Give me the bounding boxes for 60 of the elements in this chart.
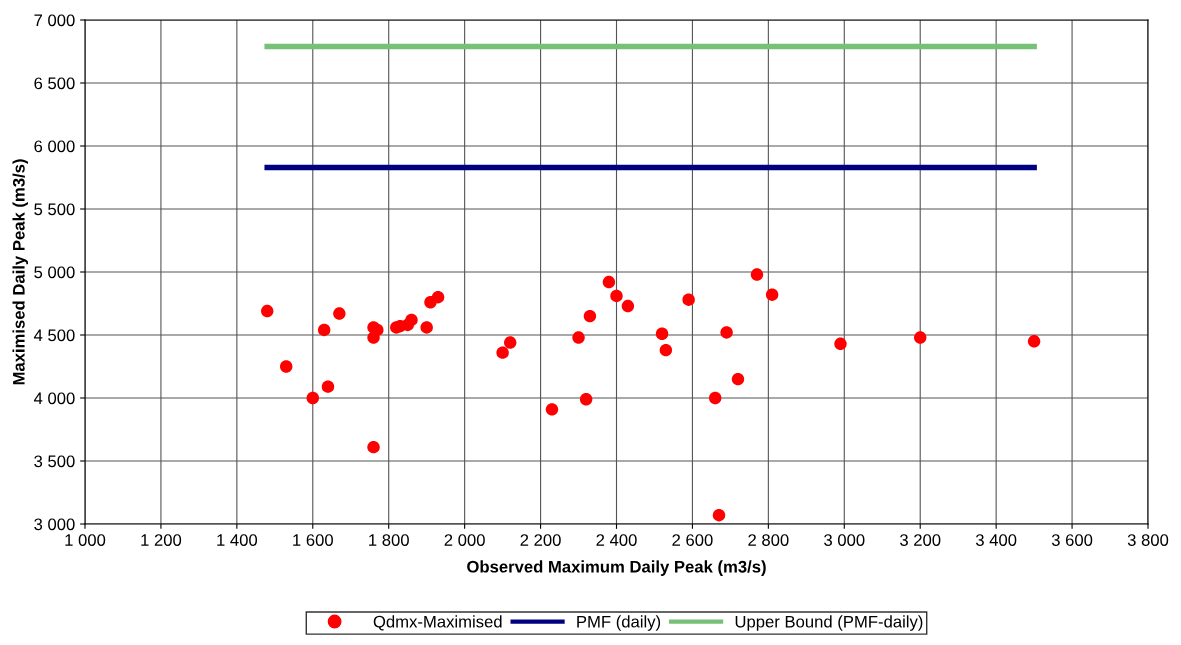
y-tick-label: 5 500 (34, 203, 75, 216)
x-axis-title: Observed Maximum Daily Peak (m3/s) (467, 560, 766, 576)
y-tick-label: 4 500 (33, 329, 75, 342)
point (712, 508, 726, 522)
point (731, 372, 745, 386)
x-tick-label: 1 400 (217, 534, 258, 546)
point (405, 313, 418, 327)
point (333, 307, 346, 320)
y-tick-label: 7 000 (34, 14, 75, 27)
point (579, 393, 593, 406)
point (655, 327, 669, 340)
point (280, 360, 293, 373)
point (602, 275, 616, 289)
point (720, 326, 733, 339)
x-tick-label: 3 400 (975, 534, 1017, 546)
legend-label: Upper Bound (PMF-daily) (735, 615, 923, 631)
x-tick-label: 2 000 (444, 534, 485, 546)
point (621, 299, 635, 313)
x-tick-label: 1 600 (293, 534, 333, 546)
x-tick-label: 3 600 (1051, 534, 1093, 546)
point (750, 268, 764, 281)
y-tick-label: 5 000 (34, 266, 75, 279)
x-tick-label: 1 800 (369, 534, 409, 546)
legend-label: Qdmx-Maximised (373, 615, 502, 631)
point (914, 331, 927, 344)
point (709, 391, 722, 405)
y-tick-label: 3 000 (34, 518, 75, 531)
y-tick-label: 4 000 (33, 392, 75, 405)
point (682, 293, 695, 306)
x-tick-label: 3 800 (1127, 534, 1169, 546)
point (321, 380, 335, 393)
x-tick-label: 3 000 (824, 534, 865, 546)
x-tick-label: 3 200 (900, 534, 941, 546)
x-tick-label: 2 400 (596, 534, 637, 546)
y-axis-title: Maximised Daily Peak (m3/s) (12, 159, 29, 385)
y-tick-label: 6 000 (34, 140, 75, 153)
point (610, 289, 623, 303)
point (420, 321, 433, 334)
point (367, 440, 380, 454)
x-tick-label: 2 600 (672, 534, 713, 546)
x-tick-label: 1 200 (141, 534, 182, 546)
point (496, 346, 509, 359)
y-tick-label: 6 500 (34, 77, 75, 90)
legend-label: PMF (daily) (577, 615, 661, 631)
point (834, 337, 847, 351)
y-tick-label: 3 500 (34, 455, 75, 468)
point (261, 304, 274, 318)
x-tick-label: 2 800 (748, 534, 789, 546)
point (545, 403, 559, 416)
x-tick-label: 2 200 (520, 534, 561, 546)
point (306, 391, 319, 405)
point (317, 323, 331, 337)
point (431, 290, 445, 304)
point (503, 336, 517, 349)
point (765, 288, 779, 301)
point (572, 331, 585, 344)
point (583, 309, 597, 323)
point (659, 343, 673, 357)
point (1027, 335, 1041, 348)
x-tick-label: 1 000 (65, 534, 106, 546)
